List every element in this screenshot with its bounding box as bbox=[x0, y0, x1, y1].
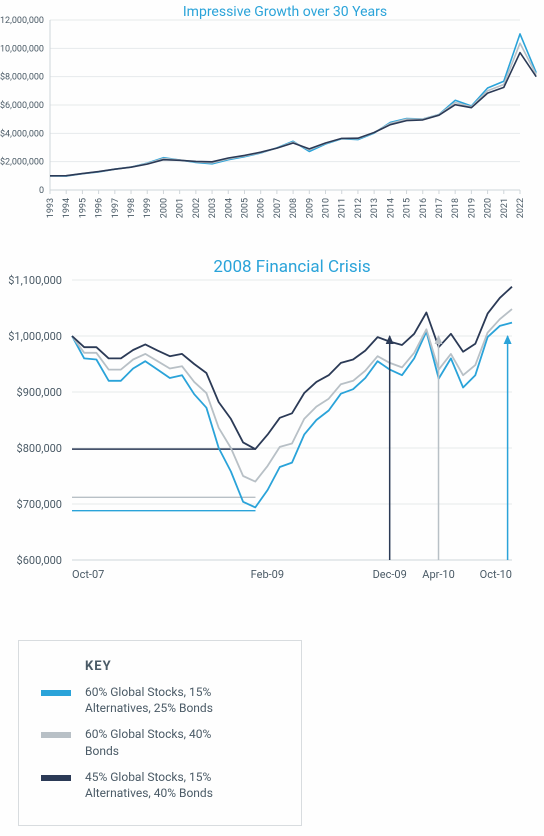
chart1-ytick: $12,000,000 bbox=[0, 15, 44, 26]
chart2-ytick: $1,000,000 bbox=[8, 330, 62, 343]
chart2-ytick: $800,000 bbox=[17, 442, 62, 455]
chart1-xtick: 1998 bbox=[127, 198, 137, 218]
chart2-series-blue bbox=[72, 323, 512, 508]
legend-item: 45% Global Stocks, 15% Alternatives, 40%… bbox=[41, 769, 279, 801]
chart1-series-grey bbox=[50, 43, 536, 176]
chart1-xtick: 1997 bbox=[111, 198, 121, 218]
chart1-title: Impressive Growth over 30 Years bbox=[183, 4, 387, 20]
chart2-xtick: Apr-10 bbox=[422, 568, 454, 581]
chart2-xtick: Feb-09 bbox=[251, 568, 284, 581]
legend-title: KEY bbox=[85, 659, 279, 674]
chart1-ytick: $4,000,000 bbox=[0, 128, 44, 139]
chart2-ytick: $700,000 bbox=[17, 498, 62, 511]
chart1-xtick: 2019 bbox=[467, 198, 477, 218]
chart1-xtick: 2015 bbox=[403, 198, 413, 218]
chart1-xtick: 1996 bbox=[95, 198, 105, 218]
chart2-xtick: Oct-07 bbox=[72, 568, 104, 581]
crisis-chart: 2008 Financial Crisis $600,000 $700,000 $80… bbox=[0, 252, 544, 604]
chart1-xtick: 2010 bbox=[322, 198, 332, 218]
chart1-ytick: $8,000,000 bbox=[0, 72, 44, 83]
legend-swatch bbox=[41, 690, 71, 696]
chart1-xtick: 2007 bbox=[273, 198, 283, 218]
legend-item: 60% Global Stocks, 40% Bonds bbox=[41, 726, 279, 758]
chart1-series-navy bbox=[50, 53, 536, 176]
chart1-xtick: 1995 bbox=[78, 198, 88, 218]
chart2-ytick: $600,000 bbox=[17, 554, 62, 567]
chart1-xtick: 2008 bbox=[289, 198, 299, 218]
chart2-ytick: $1,100,000 bbox=[8, 274, 62, 287]
legend-swatch bbox=[41, 732, 71, 738]
chart2-xtick: Dec-09 bbox=[373, 568, 407, 581]
legend-swatch bbox=[41, 775, 71, 781]
chart1-xtick: 2002 bbox=[192, 198, 202, 218]
chart1-xtick: 1994 bbox=[62, 198, 72, 218]
chart1-xtick: 2017 bbox=[435, 198, 445, 218]
chart1-xtick: 2016 bbox=[419, 198, 429, 218]
chart1-xtick: 2000 bbox=[159, 198, 169, 218]
legend-box: KEY 60% Global Stocks, 15% Alternatives,… bbox=[18, 640, 302, 826]
chart1-xtick: 2005 bbox=[240, 198, 250, 218]
chart1-ytick: $10,000,000 bbox=[0, 43, 44, 54]
chart1-xtick: 1999 bbox=[143, 198, 153, 218]
chart1-xtick: 2022 bbox=[516, 198, 526, 218]
chart1-xtick: 2018 bbox=[451, 198, 461, 218]
chart2-series-grey bbox=[72, 309, 512, 482]
legend-item: 60% Global Stocks, 15% Alternatives, 25%… bbox=[41, 684, 279, 716]
legend-label: 60% Global Stocks, 15% Alternatives, 25%… bbox=[85, 684, 235, 716]
chart2-ytick: $900,000 bbox=[17, 386, 62, 399]
chart1-xtick: 2014 bbox=[386, 198, 396, 218]
chart1-xtick: 2003 bbox=[208, 198, 218, 218]
chart1-xtick: 1993 bbox=[46, 198, 56, 218]
chart1-ytick: $6,000,000 bbox=[0, 100, 44, 111]
growth-chart: Impressive Growth over 30 Years 0 $2,000,0… bbox=[0, 2, 544, 230]
chart1-xtick: 2004 bbox=[224, 198, 234, 218]
chart2-title: 2008 Financial Crisis bbox=[213, 257, 370, 277]
chart1-xtick: 2001 bbox=[176, 198, 186, 218]
chart1-ytick: 0 bbox=[39, 186, 44, 196]
chart1-xtick: 2020 bbox=[484, 198, 494, 218]
chart1-ytick: $2,000,000 bbox=[0, 157, 44, 168]
chart1-xtick: 2006 bbox=[257, 198, 267, 218]
chart1-xtick: 2013 bbox=[370, 198, 380, 218]
chart2-xtick: Oct-10 bbox=[480, 568, 512, 581]
chart1-xtick: 2012 bbox=[354, 198, 364, 218]
legend-label: 60% Global Stocks, 40% Bonds bbox=[85, 726, 235, 758]
legend-label: 45% Global Stocks, 15% Alternatives, 40%… bbox=[85, 769, 235, 801]
chart1-xtick: 2021 bbox=[500, 198, 510, 218]
chart1-xtick: 2009 bbox=[305, 198, 315, 218]
chart1-xtick: 2011 bbox=[338, 198, 348, 218]
